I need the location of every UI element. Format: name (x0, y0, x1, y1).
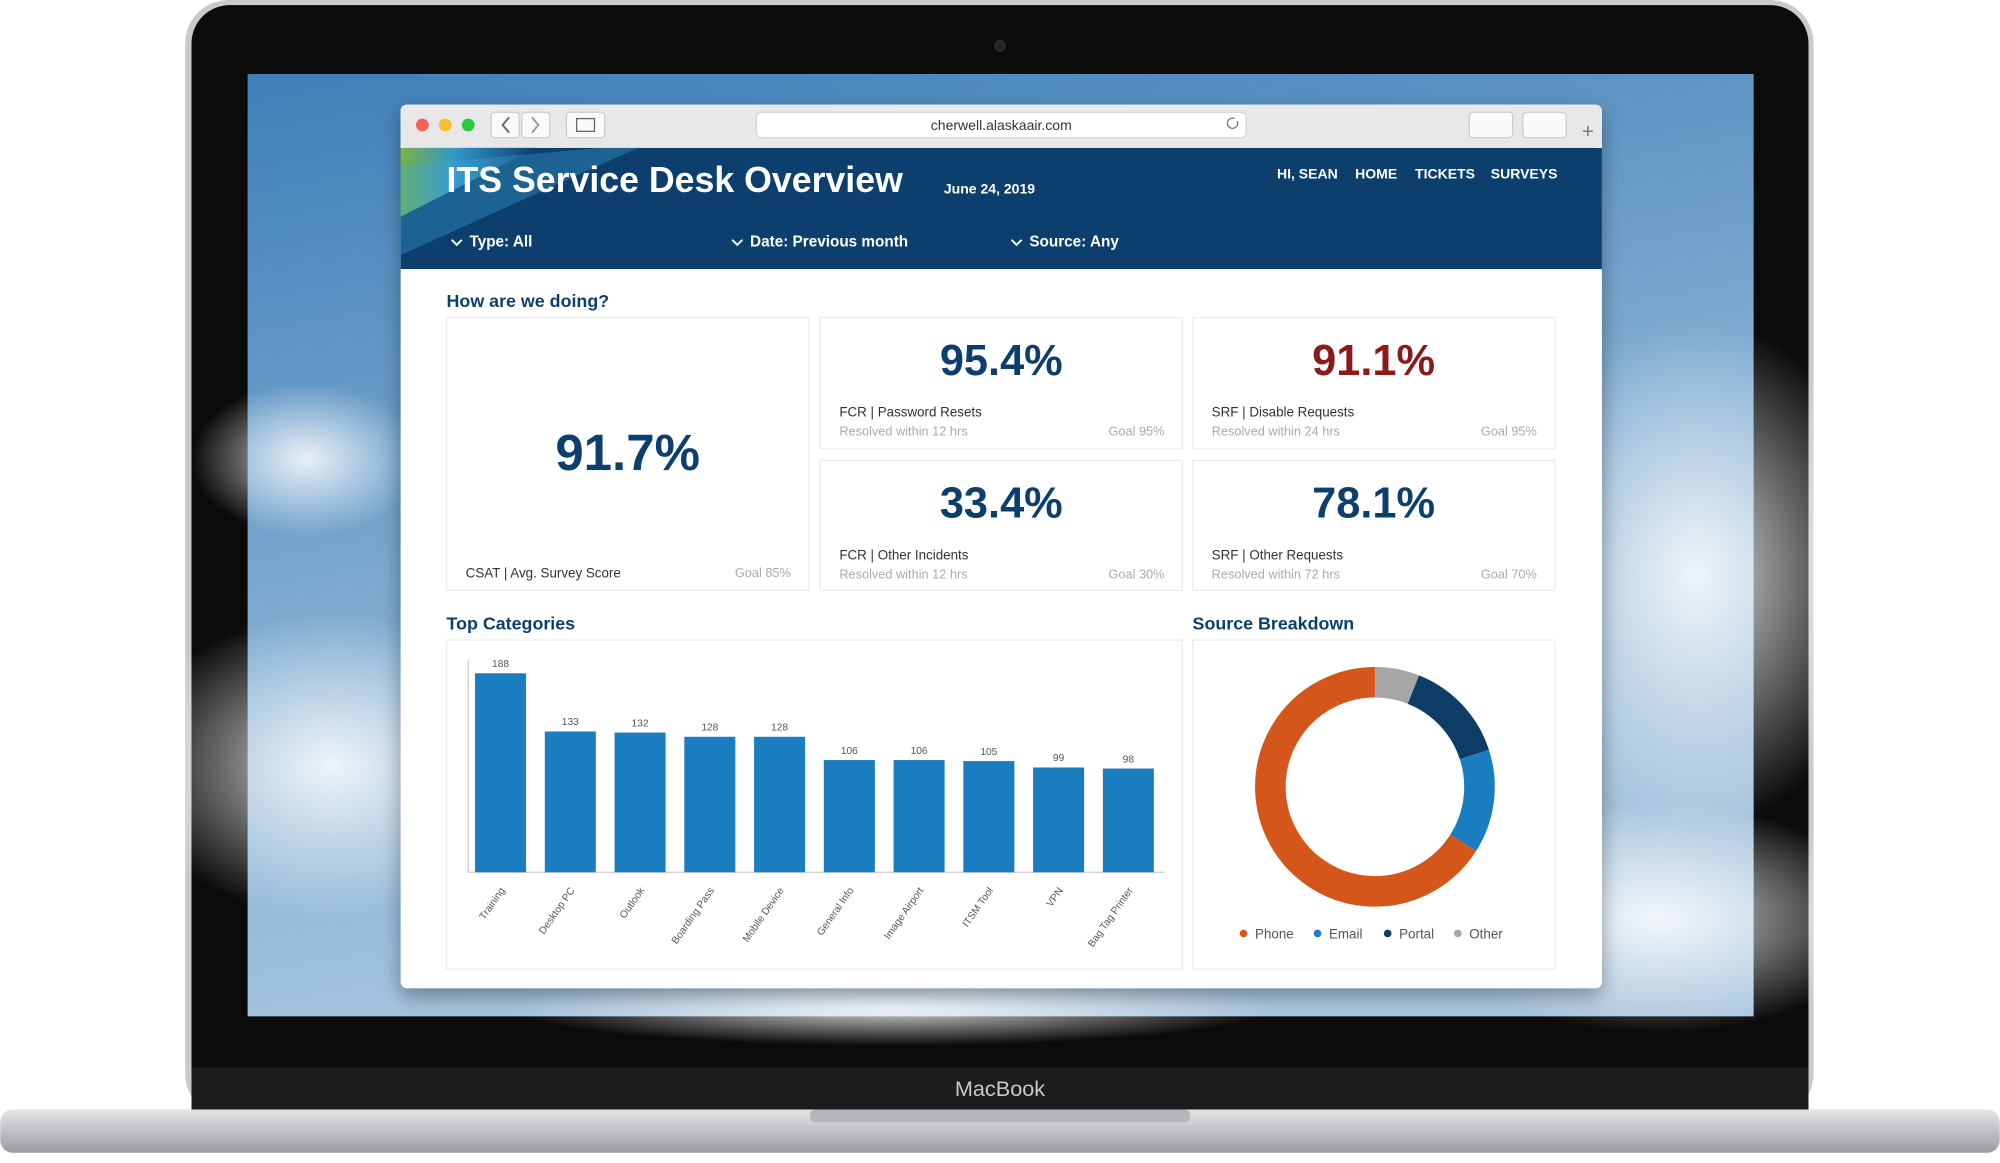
brand: MacBook (955, 1076, 1045, 1101)
kpi-card (1191, 316, 1556, 450)
bar (614, 732, 666, 873)
data-label: 133 (562, 717, 579, 728)
data-label: 188 (492, 659, 509, 670)
kpi-label: FCR | Other Incidents (839, 548, 968, 563)
sidebar-button[interactable] (565, 111, 606, 139)
notch (809, 1109, 1191, 1123)
data-label: 106 (911, 746, 928, 757)
kpi-value: 91.1% (1312, 337, 1435, 385)
kpi-goal: Goal 95% (1109, 424, 1165, 439)
kpi-goal: Goal 95% (1481, 424, 1537, 439)
camera (994, 40, 1006, 52)
forward-button[interactable] (521, 111, 551, 139)
date: June 24, 2019 (944, 181, 1035, 197)
kpi-value: 91.7% (555, 424, 700, 481)
legend-label: Other (1469, 926, 1503, 941)
page-title: ITS Service Desk Overview (447, 160, 904, 200)
section-title: How are we doing? (447, 291, 610, 311)
new-tab-button[interactable]: + (1582, 121, 1594, 143)
data-label: 98 (1123, 754, 1135, 765)
nav-link[interactable]: HOME (1355, 165, 1397, 181)
laptop-base (0, 1109, 2000, 1153)
legend-label: Email (1329, 926, 1362, 941)
bar (1033, 767, 1085, 873)
bar (823, 760, 875, 873)
kpi-sub: Resolved within 72 hrs (1212, 566, 1340, 581)
bar (1102, 768, 1154, 873)
zoom-button[interactable] (461, 118, 475, 132)
kpi-label: CSAT | Avg. Survey Score (466, 565, 621, 580)
filter[interactable]: Date: Previous month (750, 233, 908, 250)
bar (963, 761, 1015, 873)
donut-slice (1450, 749, 1495, 852)
filter[interactable]: Source: Any (1029, 233, 1119, 250)
donut-slice (1255, 666, 1477, 907)
chart-title: Top Categories (447, 614, 576, 634)
nav-link[interactable]: TICKETS (1415, 165, 1475, 181)
data-label: 105 (980, 747, 997, 758)
filter[interactable]: Type: All (470, 233, 533, 250)
kpi-label: FCR | Password Resets (839, 405, 982, 420)
data-label: 128 (701, 723, 718, 734)
kpi-goal: Goal 70% (1481, 566, 1537, 581)
legend-label: Phone (1255, 926, 1294, 941)
data-label: 128 (771, 723, 788, 734)
kpi-value: 95.4% (940, 337, 1063, 385)
bar (893, 760, 945, 873)
kpi-sub: Resolved within 24 hrs (1212, 424, 1340, 439)
legend-dot (1239, 929, 1248, 938)
chin (191, 1067, 1809, 1112)
data-label: 99 (1053, 753, 1065, 764)
donut-slice (1374, 666, 1420, 705)
data-label: 132 (632, 718, 649, 729)
chevron[interactable] (450, 239, 463, 247)
legend-label: Portal (1399, 926, 1434, 941)
header (400, 147, 1602, 270)
legend-dot (1383, 929, 1392, 938)
kpi-value: 33.4% (940, 480, 1063, 528)
kpi-label: SRF | Disable Requests (1212, 405, 1355, 420)
kpi-card (819, 459, 1183, 592)
chart-title: Source Breakdown (1193, 614, 1355, 634)
bar (754, 736, 806, 873)
donut-slice (1407, 675, 1489, 760)
bar (475, 673, 527, 873)
legend-dot (1453, 929, 1462, 938)
kpi-sub: Resolved within 12 hrs (839, 424, 967, 439)
chevron[interactable] (1010, 239, 1023, 247)
minimize-button[interactable] (438, 118, 452, 132)
kpi-card (819, 316, 1183, 450)
back-button[interactable] (490, 111, 520, 139)
url-bar[interactable] (755, 111, 1247, 139)
kpi-label: SRF | Other Requests (1212, 548, 1344, 563)
kpi-card (1191, 459, 1556, 592)
bar (684, 736, 736, 873)
kpi-sub: Resolved within 12 hrs (839, 566, 967, 581)
nav-link[interactable]: HI, SEAN (1277, 165, 1338, 181)
kpi-card (445, 316, 810, 592)
chevron[interactable] (731, 239, 744, 247)
kpi-goal: Goal 85% (735, 565, 791, 580)
kpi-goal: Goal 30% (1109, 566, 1165, 581)
url: cherwell.alaskaair.com (931, 117, 1072, 133)
share-button[interactable] (1468, 111, 1514, 139)
tabs-button[interactable] (1522, 111, 1567, 139)
data-label: 106 (841, 746, 858, 757)
nav-link[interactable]: SURVEYS (1491, 165, 1558, 181)
kpi-value: 78.1% (1312, 480, 1435, 528)
legend-dot (1313, 929, 1322, 938)
close-button[interactable] (415, 118, 429, 132)
bar (544, 731, 596, 873)
